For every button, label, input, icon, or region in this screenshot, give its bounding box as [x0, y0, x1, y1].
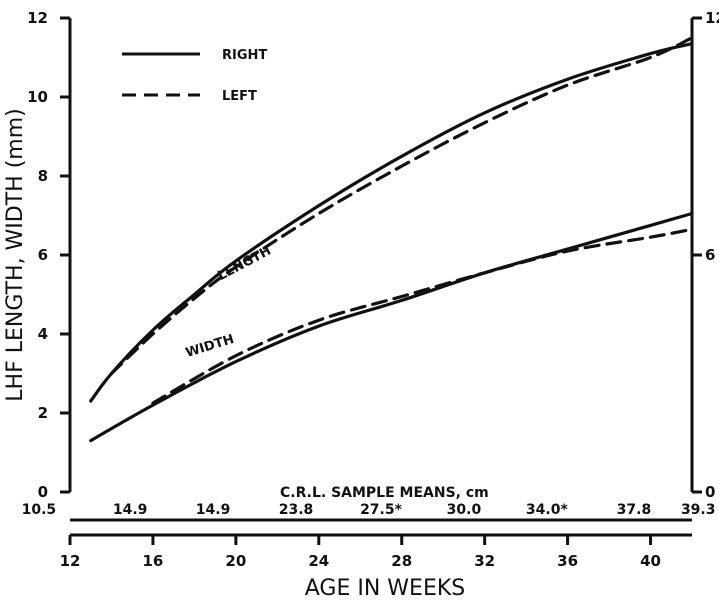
x-tick-label: 36: [557, 552, 578, 570]
crl-label: 14.9: [113, 502, 148, 518]
y2-tick-label: 0: [705, 483, 715, 501]
curve-label-width: WIDTH: [184, 332, 236, 361]
y2-tick-label: 6: [705, 246, 715, 264]
y2-tick-label: 12: [705, 9, 719, 27]
x-tick-label: 32: [474, 552, 495, 570]
y-tick-label: 6: [38, 246, 48, 264]
y-tick-label: 10: [27, 88, 48, 106]
legend-left-label: LEFT: [222, 89, 257, 104]
crl-label: 23.8: [279, 502, 314, 518]
crl-label: 30.0: [447, 502, 482, 518]
crl-label: 37.8: [617, 502, 652, 518]
right-y-ticks: 0 6 12: [692, 9, 719, 501]
y-axis-title: LHF LENGTH, WIDTH (mm): [3, 108, 28, 401]
y-tick-label: 8: [38, 167, 48, 185]
axes: [68, 18, 694, 537]
x-tick-label: 40: [640, 552, 661, 570]
crl-label: 14.9: [196, 502, 231, 518]
y-tick-label: 0: [38, 483, 48, 501]
crl-label: 34.0*: [526, 502, 569, 518]
length-right-curve: [89, 42, 694, 403]
left-y-ticks: 0 2 4 6 8 10 12: [27, 9, 70, 501]
width-left-curve: [151, 227, 694, 405]
x-tick-label: 12: [60, 552, 81, 570]
crl-label: 10.5: [22, 502, 57, 518]
x-axis-title: AGE IN WEEKS: [305, 576, 466, 601]
series: [89, 36, 694, 443]
y-tick-label: 4: [38, 325, 48, 343]
curve-label-length: LENGTH: [215, 243, 273, 284]
x-ticks: 12 16 20 24 28 32 36 40: [60, 535, 661, 570]
crl-sample-means: C.R.L. SAMPLE MEANS, cm 10.5 14.9 14.9 23.8…: [22, 485, 716, 518]
crl-label: 39.3: [681, 502, 716, 518]
y-tick-label: 2: [38, 404, 48, 422]
crl-title: C.R.L. SAMPLE MEANS, cm: [280, 485, 489, 501]
legend-right-label: RIGHT: [222, 48, 267, 63]
crl-label: 27.5*: [360, 502, 403, 518]
x-tick-label: 28: [391, 552, 412, 570]
x-tick-label: 24: [308, 552, 329, 570]
y-tick-label: 12: [27, 9, 48, 27]
legend: RIGHT LEFT: [122, 48, 267, 104]
length-left-curve: [109, 36, 694, 376]
x-tick-label: 16: [142, 552, 163, 570]
width-right-curve: [89, 211, 694, 443]
x-tick-label: 20: [225, 552, 246, 570]
